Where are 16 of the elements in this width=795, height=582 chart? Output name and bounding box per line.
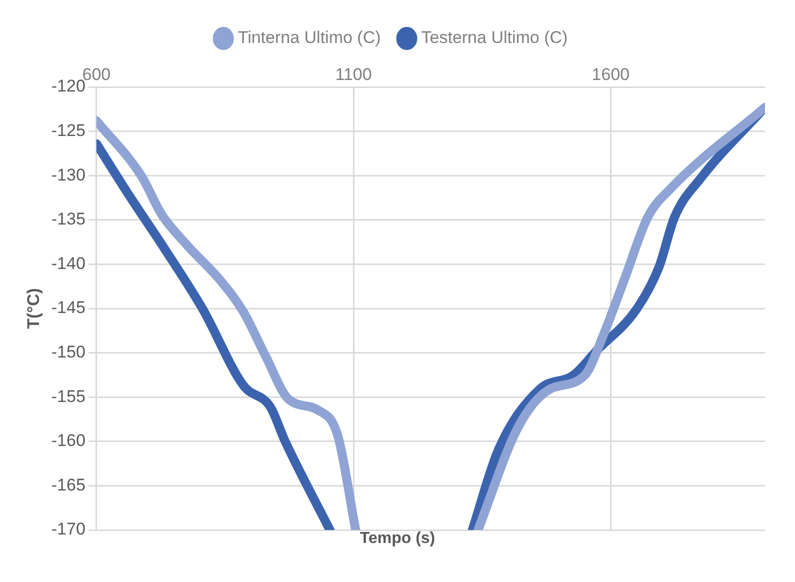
x-tick-label: 1600	[592, 64, 630, 84]
y-tick-label: -140	[51, 254, 86, 273]
y-tick-label: -130	[51, 165, 86, 184]
y-axis-title: T(°C)	[24, 288, 43, 329]
legend-label: Tinterna Ultimo (C)	[238, 28, 381, 48]
y-tick-label: -150	[51, 342, 86, 362]
y-tick-label: -145	[51, 298, 86, 318]
y-tick-label: -160	[51, 431, 86, 450]
y-tick-label: -135	[51, 210, 86, 229]
x-tick-label: 1100	[335, 64, 372, 84]
y-tick-label: -125	[51, 120, 86, 140]
y-tick-label: -170	[51, 520, 86, 539]
x-axis-title: Tempo (s)	[360, 530, 436, 547]
y-tick-label: -165	[51, 475, 86, 494]
legend-label: Testerna Ultimo (C)	[421, 28, 568, 48]
y-tick-label: -155	[51, 386, 86, 406]
